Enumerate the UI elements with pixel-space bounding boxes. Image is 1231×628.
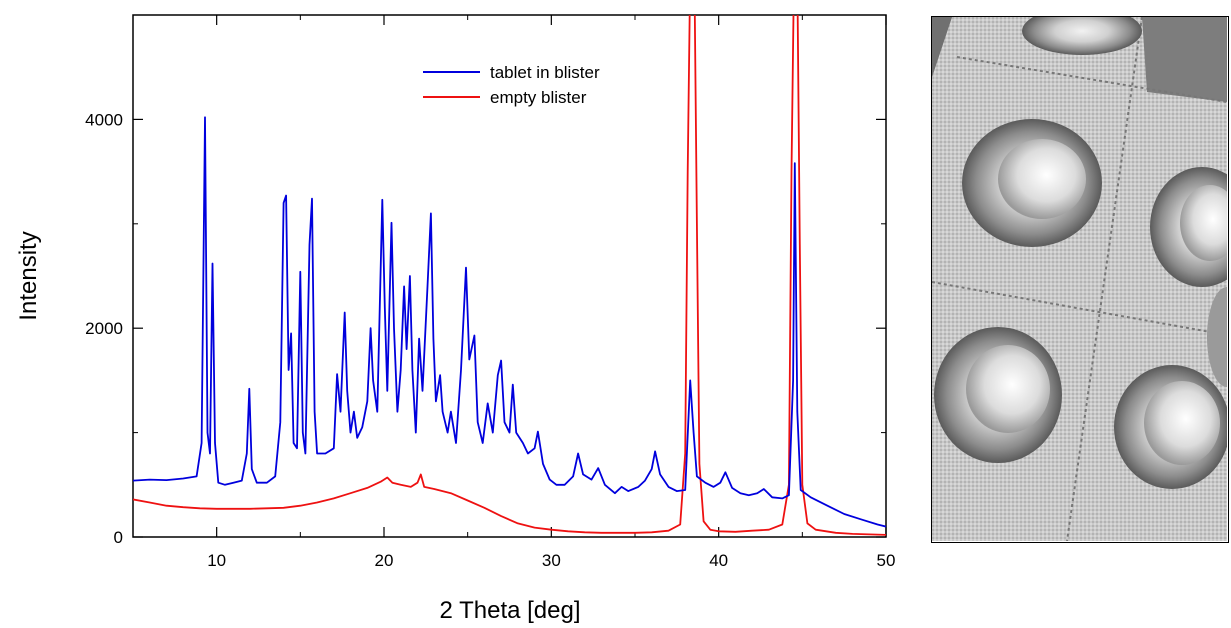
x-tick-label: 50 xyxy=(877,551,896,570)
x-axis-label: 2 Theta [deg] xyxy=(440,597,581,624)
blister-pack-photo xyxy=(931,7,1231,543)
series-layer xyxy=(133,15,886,536)
legend-label: empty blister xyxy=(490,88,587,107)
legend: tablet in blister empty blister xyxy=(423,63,600,107)
x-tick-label: 10 xyxy=(207,551,226,570)
y-tick-label: 2000 xyxy=(85,319,123,338)
series-line-tablet-in-blister xyxy=(133,116,886,528)
y-tick-label: 4000 xyxy=(85,110,123,129)
plot-frame xyxy=(132,14,887,538)
xrd-chart: 10 20 30 40 50 0 2000 4000 tablet in blister emp… xyxy=(15,14,896,624)
y-tick-label: 0 xyxy=(114,528,123,547)
axis-ticks: 10 20 30 40 50 0 2000 4000 xyxy=(85,14,896,570)
series-line-empty-blister xyxy=(133,15,886,536)
x-tick-label: 40 xyxy=(709,551,728,570)
x-tick-label: 30 xyxy=(542,551,561,570)
legend-label: tablet in blister xyxy=(490,63,600,82)
y-axis-label: Intensity xyxy=(15,231,42,320)
x-tick-label: 20 xyxy=(375,551,394,570)
